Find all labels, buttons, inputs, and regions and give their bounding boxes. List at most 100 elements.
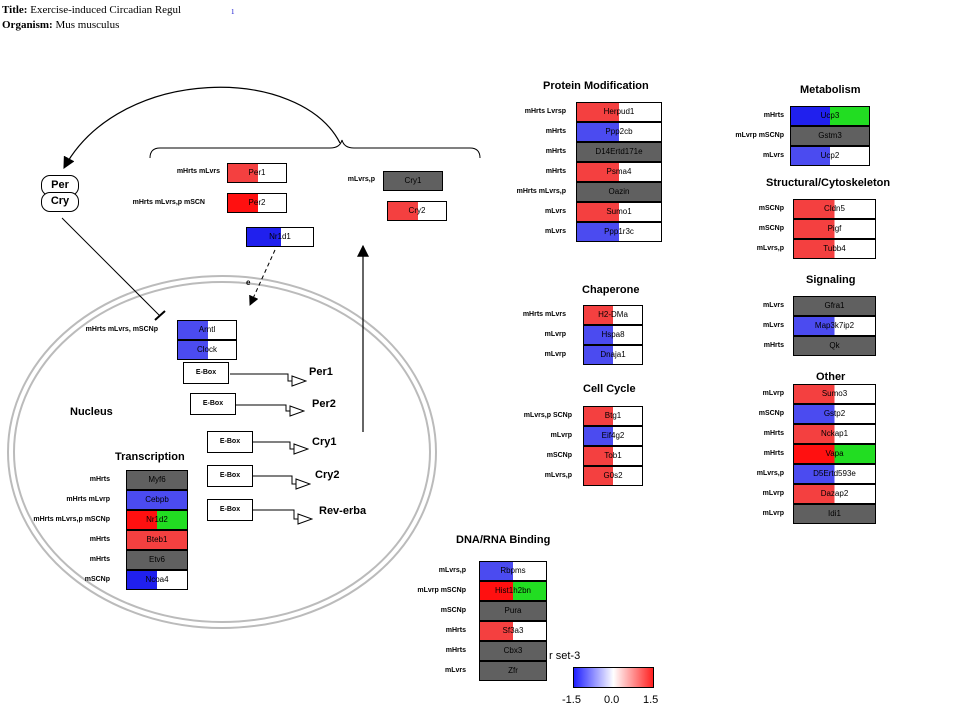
gene-box-rbpms[interactable]: Rbpms [479,561,547,581]
row-label: mHrts [89,536,110,543]
gene-box-pigf[interactable]: Pigf [793,219,876,239]
gene-box-oazin[interactable]: Oazin [576,182,662,202]
gene-box-sf3a3[interactable]: Sf3a3 [479,621,547,641]
gene-label: D5Ertd593e [813,469,856,478]
row-label: mLvrs,p SCNp [523,412,572,419]
brace [149,139,481,159]
ebox-arrow-cry1 [253,441,308,449]
gene-box-gstm3[interactable]: Gstm3 [790,126,870,146]
gene-box-per2[interactable]: Per2 [227,193,287,213]
gene-label: D14Ertd171e [595,147,643,156]
row-label: mLvrs [762,322,784,329]
target-reverba[interactable]: Rev-erba [319,505,367,517]
gene-box-qk[interactable]: Qk [793,336,876,356]
gene-label: Ppp1r3c [604,227,634,236]
row-label: mLvrp [762,390,784,397]
gene-box-tob1[interactable]: Tob1 [583,446,643,466]
gene-label: Pigf [827,224,842,233]
arntl-expression-fill [178,321,208,339]
gene-box-zfr[interactable]: Zfr [479,661,547,681]
gene-box-idi1[interactable]: Idi1 [793,504,876,524]
gene-box-psma4[interactable]: Psma4 [576,162,662,182]
legend-caption-prefix: r [549,650,553,662]
gene-box-h2-dma[interactable]: H2-DMa [583,305,643,325]
gene-box-per1[interactable]: Per1 [227,163,287,183]
gene-box-vapa[interactable]: Vapa [793,444,876,464]
gene-label: Gstm3 [818,131,842,140]
gene-box-d14ertd171e[interactable]: D14Ertd171e [576,142,662,162]
title-link-marker[interactable]: 1 [231,8,235,16]
gene-box-herpud1[interactable]: Herpud1 [576,102,662,122]
row-label: mLvrs,p [438,567,466,574]
gene-box-d5ertd593e[interactable]: D5Ertd593e [793,464,876,484]
gene-box-ppp2cb[interactable]: Ppp2cb [576,122,662,142]
gene-label: Per2 [248,198,266,207]
gene-box-ppp1r3c[interactable]: Ppp1r3c [576,222,662,242]
gene-box-clock[interactable]: Clock [177,340,237,360]
target-per1[interactable]: Per1 [309,366,333,378]
gene-label: Gfra1 [824,301,845,310]
ebox-per2[interactable]: E-Box [190,393,236,415]
legend-caption: set-3 [555,650,581,662]
gene-label: Ppp2cb [605,127,633,136]
legend-max: 1.5 [643,694,659,706]
row-label: mHrts [545,128,566,135]
gene-box-cebpb[interactable]: Cebpb [126,490,188,510]
gene-label: Dazap2 [820,489,849,498]
gene-label: Psma4 [606,167,632,176]
gene-box-gstp2[interactable]: Gstp2 [793,404,876,424]
gene-box-bteb1[interactable]: Bteb1 [126,530,188,550]
gene-box-cldn5[interactable]: Cldn5 [793,199,876,219]
section-title-other: Other [816,371,846,383]
gene-box-eif4g2[interactable]: Eif4g2 [583,426,643,446]
gene-label: Cldn5 [824,204,845,213]
gene-label: Dnaja1 [600,350,626,359]
gene-box-hist1h2bn[interactable]: Hist1h2bn [479,581,547,601]
target-per2[interactable]: Per2 [312,398,336,410]
section-title-chaperone: Chaperone [582,284,640,296]
gene-box-dnaja1[interactable]: Dnaja1 [583,345,643,365]
gene-box-myf6[interactable]: Myf6 [126,470,188,490]
gene-box-map3k7ip2[interactable]: Map3k7ip2 [793,316,876,336]
row-label: mHrts [763,342,784,349]
gene-box-cry1[interactable]: Cry1 [383,171,443,191]
gene-box-dazap2[interactable]: Dazap2 [793,484,876,504]
title-line: Title: Exercise-induced Circadian Regul [2,4,181,16]
ebox-reverba[interactable]: E-Box [207,499,253,521]
gene-label: Per1 [248,168,266,177]
gene-box-gfra1[interactable]: Gfra1 [793,296,876,316]
gene-box-ncoa4[interactable]: Ncoa4 [126,570,188,590]
gene-box-nr1d1[interactable]: Nr1d1 [246,227,314,247]
gene-label: Rbpms [500,566,526,575]
gene-box-sumo3[interactable]: Sumo3 [793,384,876,404]
ebox-cry2[interactable]: E-Box [207,465,253,487]
gene-box-pura[interactable]: Pura [479,601,547,621]
gene-box-g0s2[interactable]: G0s2 [583,466,643,486]
gene-box-btg1[interactable]: Btg1 [583,406,643,426]
gene-label: G0s2 [603,471,623,480]
gene-box-hspa8[interactable]: Hspa8 [583,325,643,345]
cry-node[interactable]: Cry [41,192,79,212]
gene-box-tubb4[interactable]: Tubb4 [793,239,876,259]
target-cry1[interactable]: Cry1 [312,436,337,448]
gene-box-ucp2[interactable]: Ucp2 [790,146,870,166]
section-title-metabolism: Metabolism [800,84,861,96]
row-label: mHrts [763,112,784,119]
gene-box-nckap1[interactable]: Nckap1 [793,424,876,444]
ebox-cry1[interactable]: E-Box [207,431,253,453]
section-title-transcription: Transcription [115,451,185,463]
ebox-per1[interactable]: E-Box [183,362,229,384]
gene-box-cbx3[interactable]: Cbx3 [479,641,547,661]
row-label: mHrts mLvrs,p [516,188,566,195]
gene-box-etv6[interactable]: Etv6 [126,550,188,570]
gene-label: Vapa [825,449,844,458]
gene-box-sumo1[interactable]: Sumo1 [576,202,662,222]
target-cry2[interactable]: Cry2 [315,469,340,481]
per1-row-label: mHrts mLvrs [176,168,220,175]
gene-label: Cebpb [145,495,169,504]
gene-box-cry2[interactable]: Cry2 [387,201,447,221]
gene-box-ucp3[interactable]: Ucp3 [790,106,870,126]
gene-box-nr1d2[interactable]: Nr1d2 [126,510,188,530]
gene-box-arntl[interactable]: Arntl [177,320,237,340]
section-title-dna-rna-binding: DNA/RNA Binding [456,534,551,546]
